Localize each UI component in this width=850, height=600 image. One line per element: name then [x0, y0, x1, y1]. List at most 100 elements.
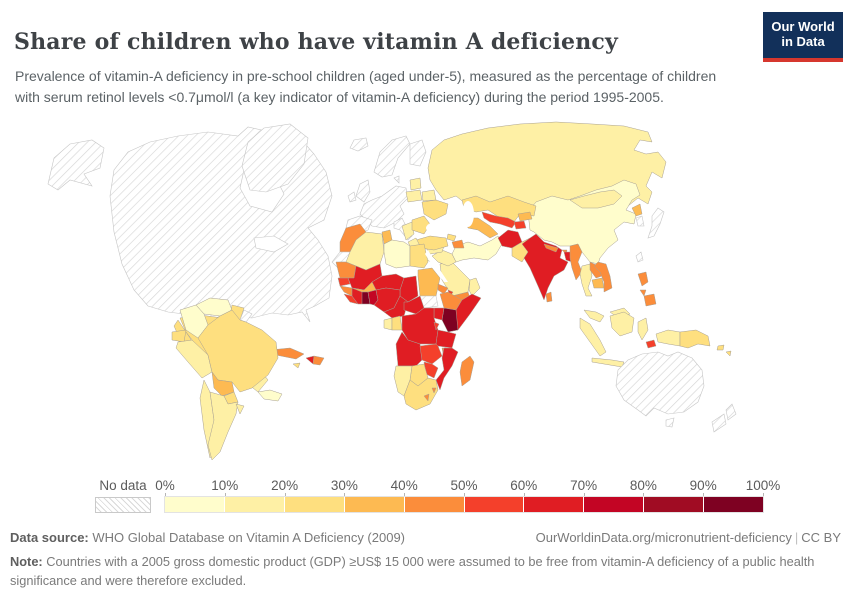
country-uganda[interactable]: Uganda: 60-70% — [433, 307, 445, 321]
note-value: Countries with a 2005 gross domestic pro… — [10, 554, 815, 589]
legend-bin-0-10%[interactable] — [165, 497, 225, 512]
footer-note: Note: Countries with a 2005 gross domest… — [10, 552, 844, 590]
country-ecuador[interactable]: Ecuador: 20-30% — [171, 329, 187, 343]
country-lesotho[interactable]: Lesotho: 40-50% — [423, 393, 430, 402]
country-iceland[interactable]: Iceland: no data — [349, 137, 369, 152]
country-denmark[interactable]: Denmark: no data — [393, 175, 400, 184]
legend-tick-0%: 0% — [155, 478, 175, 493]
country-sudan[interactable]: Sudan: 30-40% — [417, 267, 441, 297]
legend-tick-mark — [224, 493, 226, 497]
legend-tick-mark — [703, 493, 705, 497]
country-philippines-luzon[interactable]: Philippines: 40-50% — [637, 271, 649, 287]
country-argentina[interactable]: Argentina: 10-20% — [207, 391, 239, 461]
country-mongolia[interactable]: Mongolia: 10-20% — [569, 189, 623, 209]
country-philippines-mindanao[interactable]: Philippines: 40-50% — [643, 293, 657, 307]
country-dominican-republic[interactable]: Dominican Republic: 40-50% — [312, 355, 325, 366]
legend-bin-40-50%[interactable] — [404, 497, 465, 512]
country-jamaica[interactable]: Jamaica: 20-30% — [292, 362, 301, 369]
country-romania-bulgaria[interactable]: Romania & Bulgaria: 20-30% — [411, 215, 431, 235]
country-vietnam[interactable]: Vietnam: 40-50% — [593, 261, 613, 293]
country-solomon-islands[interactable]: Solomon Islands: 20-30% — [716, 344, 732, 357]
legend-bin-70-80%[interactable] — [584, 497, 645, 512]
country-tanzania[interactable]: Tanzania: 60-70% — [435, 329, 457, 349]
country-egypt[interactable]: Egypt: 20-30% — [409, 243, 429, 269]
country-gabon[interactable]: Gabon: 10-20% — [383, 317, 393, 331]
country-indonesia-sulawesi[interactable]: Indonesia: 10-20% — [637, 317, 649, 341]
country-indonesia-borneo[interactable]: Indonesia: 10-20% — [609, 311, 635, 337]
country-poland[interactable]: Poland: 10-20% — [405, 189, 423, 203]
country-baltics[interactable]: Baltic states: 10-20% — [409, 177, 422, 191]
country-australia[interactable]: Australia: no data — [615, 351, 705, 428]
country-malaysia[interactable]: Malaysia: 10-20% — [583, 309, 605, 323]
country-senegal[interactable]: Senegal: 50-60% — [337, 277, 351, 287]
country-norway-sweden[interactable]: Norway & Sweden: no data — [373, 135, 411, 178]
country-south-africa[interactable]: South Africa: 20-30% — [403, 377, 439, 411]
legend-bin-60-70%[interactable] — [524, 497, 585, 512]
country-madagascar[interactable]: Madagascar: 40-50% — [459, 355, 475, 387]
country-ukraine[interactable]: Ukraine: 20-30% — [421, 199, 449, 221]
country-japan[interactable]: Japan: no data — [647, 207, 665, 239]
country-libya[interactable]: Libya: 0-10% — [383, 239, 411, 269]
license-label[interactable]: CC BY — [801, 530, 841, 545]
owid-logo: Our World in Data — [763, 12, 843, 62]
country-angola[interactable]: Angola: 60-70% — [395, 331, 423, 367]
country-dr-congo[interactable]: Democratic Republic of Congo: 60-70% — [401, 307, 439, 345]
country-iran[interactable]: Iran: 0-10% — [451, 235, 503, 263]
country-new-zealand[interactable]: New Zealand: no data — [711, 403, 737, 433]
country-kenya[interactable]: Kenya: 90-100% — [441, 307, 459, 333]
country-uruguay[interactable]: Uruguay: 10-20% — [235, 403, 245, 415]
owid-link[interactable]: OurWorldinData.org/micronutrient-deficie… — [535, 530, 792, 545]
country-kyrgyzstan[interactable]: Kyrgyzstan: 30-40% — [517, 211, 533, 222]
country-georgia[interactable]: Georgia: 20-30% — [446, 233, 457, 242]
legend-tick-90%: 90% — [689, 478, 717, 493]
country-zambia[interactable]: Zambia: 50-60% — [419, 343, 443, 365]
country-nepal[interactable]: Nepal: 40-50% — [543, 243, 559, 253]
legend-color-bar — [164, 496, 764, 513]
no-data-swatch[interactable] — [95, 497, 151, 513]
country-congo[interactable]: Congo: 20-30% — [391, 315, 403, 331]
country-indonesia-sumatra[interactable]: Indonesia: 10-20% — [579, 317, 607, 357]
country-balkans[interactable]: Balkans: 10-20% — [401, 221, 415, 241]
country-tajikistan[interactable]: Tajikistan: 50-60% — [513, 220, 527, 230]
country-peru[interactable]: Peru: 10-20% — [175, 339, 213, 379]
country-alaska[interactable]: Alaska (United States): no data — [47, 139, 105, 191]
legend-bin-80-90%[interactable] — [644, 497, 705, 512]
legend-tick-80%: 80% — [629, 478, 657, 493]
country-taiwan[interactable]: Taiwan: no data — [635, 251, 644, 263]
country-south-korea[interactable]: South Korea: no data — [635, 215, 645, 227]
country-indonesia-java[interactable]: Indonesia: 10-20% — [591, 357, 625, 368]
country-sri-lanka[interactable]: Sri Lanka: 40-50% — [545, 291, 553, 303]
no-data-label: No data — [99, 478, 147, 493]
country-rwanda-burundi[interactable]: Rwanda & Burundi: 50-60% — [433, 321, 440, 331]
country-brazil[interactable]: Brazil: 20-30% — [197, 309, 279, 393]
legend-bin-20-30%[interactable] — [284, 497, 345, 512]
country-timor-leste[interactable]: Timor-Leste: 50-60% — [645, 339, 657, 349]
country-swaziland[interactable]: Eswatini: 40-50% — [431, 387, 437, 394]
country-costa-rica-panama[interactable]: Costa Rica & Panama: 0-10% — [257, 389, 283, 402]
country-uzbekistan[interactable]: Uzbekistan: 50-60% — [481, 211, 517, 229]
country-north-korea[interactable]: North Korea: 30-40% — [631, 203, 643, 217]
red-sea — [425, 250, 448, 282]
datasource-value: WHO Global Database on Vitamin A Deficie… — [92, 530, 406, 545]
country-turkmenistan[interactable]: Turkmenistan: 30-40% — [465, 217, 499, 239]
country-belarus[interactable]: Belarus: 10-20% — [421, 189, 437, 202]
country-cambodia[interactable]: Cambodia: 30-40% — [591, 277, 605, 289]
country-ireland[interactable]: Ireland: no data — [347, 191, 357, 203]
country-finland[interactable]: Finland: no data — [409, 139, 427, 167]
country-armenia-azerbaijan[interactable]: Armenia & Azerbaijan: 40-50% — [451, 239, 465, 249]
country-uk[interactable]: United Kingdom: no data — [355, 179, 371, 203]
country-papua-new-guinea[interactable]: Papua New Guinea: 20-30% — [679, 329, 711, 349]
country-philippines-visayas[interactable]: Philippines: 40-50% — [639, 289, 647, 297]
country-haiti[interactable]: Haiti: 60-70% — [305, 355, 315, 365]
legend-tick-mark — [763, 493, 764, 497]
country-mozambique[interactable]: Mozambique: 60-70% — [435, 347, 459, 391]
country-saudi-arabia[interactable]: Saudi Arabia: 10-20% — [439, 261, 471, 297]
map-legend: No data 0% 10% 20% 30% 40% 50% 60% 70% 80% 90% 100… — [0, 478, 850, 520]
country-oman[interactable]: Oman: 10-20% — [468, 277, 481, 297]
legend-bin-90-100%[interactable] — [704, 497, 764, 512]
legend-bin-50-60%[interactable] — [464, 497, 525, 512]
country-indonesia-west-papua[interactable]: Indonesia: 10-20% — [655, 329, 681, 347]
country-greenland[interactable]: Greenland: no data — [241, 123, 309, 193]
legend-bin-30-40%[interactable] — [344, 497, 405, 512]
legend-bin-10-20%[interactable] — [224, 497, 285, 512]
